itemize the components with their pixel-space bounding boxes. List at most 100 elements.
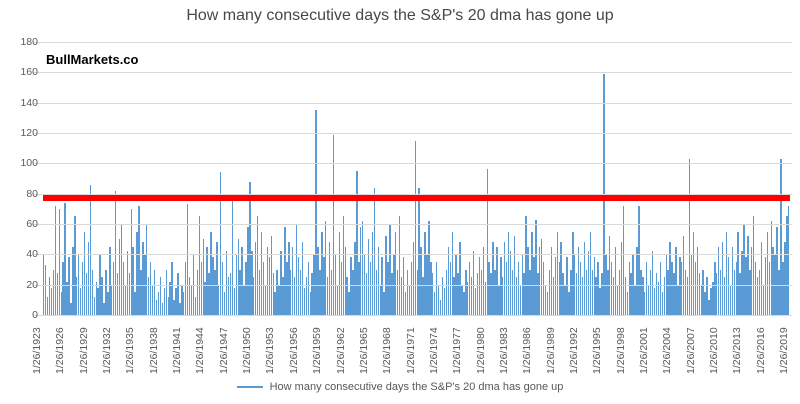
bar [482, 246, 485, 315]
y-tick-label: 0 [32, 309, 38, 321]
bar [653, 287, 656, 315]
x-tick-label: 1/26/2007 [684, 327, 697, 374]
bar [634, 284, 636, 315]
bar [198, 216, 201, 315]
bar [515, 277, 518, 315]
bar [599, 287, 601, 315]
bar [706, 277, 708, 315]
bar [457, 272, 459, 315]
bar [683, 236, 685, 315]
bar [255, 242, 257, 315]
bar [307, 261, 309, 315]
bar [733, 269, 735, 315]
bar [114, 190, 117, 315]
bar [743, 224, 745, 315]
bar [379, 284, 381, 315]
bar [469, 261, 471, 315]
bar [338, 231, 341, 315]
bar [591, 269, 593, 315]
bar [432, 272, 434, 315]
bar [371, 231, 374, 315]
watermark-bullmarkets: BullMarkets.co [46, 52, 139, 67]
bar [138, 205, 140, 315]
x-tick-label: 1/26/2001 [637, 327, 650, 374]
bar [729, 284, 732, 315]
bar [148, 277, 150, 315]
bar [671, 261, 673, 315]
x-tick-label: 1/26/1971 [404, 327, 417, 374]
bar [395, 231, 397, 315]
bar [646, 261, 648, 315]
bar [120, 224, 123, 315]
legend-line-marker [236, 386, 263, 388]
bar [577, 246, 580, 315]
bar [552, 277, 555, 315]
x-tick-label: 1/26/1968 [381, 327, 394, 374]
bar [548, 269, 551, 315]
bar [284, 227, 286, 315]
bar [443, 287, 446, 315]
bar [46, 296, 49, 315]
bar [597, 261, 599, 315]
x-tick-label: 1/26/1926 [54, 327, 67, 374]
bar [132, 246, 134, 315]
bar [511, 269, 514, 315]
bar [756, 277, 759, 315]
bar [630, 272, 632, 315]
bar [64, 202, 66, 315]
bar [735, 261, 737, 315]
bar [68, 257, 70, 315]
y-tick-label: 40 [26, 248, 38, 261]
bar [274, 292, 276, 315]
bar [766, 231, 769, 315]
bar [116, 272, 119, 315]
bar [640, 269, 642, 315]
bar [260, 231, 263, 315]
bar [459, 242, 461, 315]
bar [461, 284, 463, 315]
bar [620, 242, 623, 315]
bar [387, 261, 389, 315]
y-tick-label: 80 [26, 187, 38, 200]
bar [470, 277, 473, 315]
bar [56, 272, 58, 315]
bar [480, 269, 483, 315]
bar [398, 216, 401, 315]
bar [509, 251, 512, 315]
bar [782, 261, 784, 315]
bar [434, 292, 436, 315]
bar [527, 246, 529, 315]
bar [301, 242, 304, 315]
x-tick-label: 1/26/1983 [497, 327, 510, 374]
bar [397, 269, 399, 315]
bar [239, 269, 241, 315]
bar [375, 269, 378, 315]
bar [745, 257, 747, 315]
bar [130, 208, 132, 315]
plot-area [33, 42, 792, 316]
bar [173, 299, 175, 315]
bar [159, 277, 162, 315]
bar [439, 299, 442, 315]
bar [723, 277, 726, 315]
bar [686, 277, 689, 315]
bar [402, 257, 405, 315]
bar [688, 158, 691, 315]
bar [702, 269, 704, 315]
bar [113, 261, 115, 315]
bar [607, 269, 609, 315]
bar [136, 231, 138, 315]
x-tick-label: 1/26/2013 [731, 327, 744, 374]
gridline [33, 42, 792, 43]
bar [153, 269, 156, 315]
bar [414, 140, 416, 315]
gridline [33, 193, 792, 195]
bar [270, 236, 272, 315]
bar [661, 292, 663, 315]
bar [595, 277, 597, 315]
bar [618, 269, 621, 315]
bar [72, 246, 74, 315]
bar [109, 246, 111, 315]
bar [663, 277, 665, 315]
